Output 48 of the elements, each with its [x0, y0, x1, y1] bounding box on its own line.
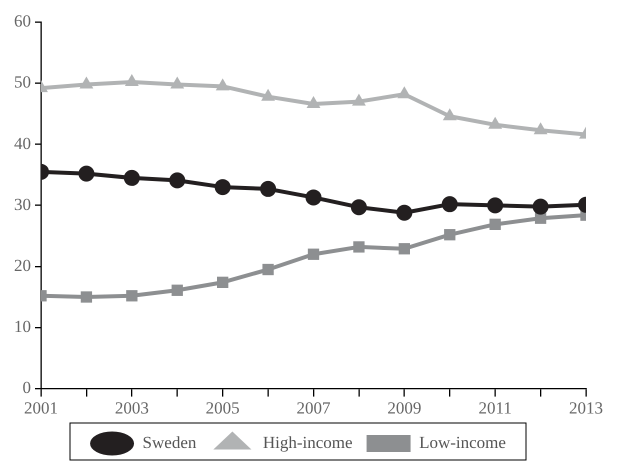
point	[398, 243, 410, 254]
point	[170, 76, 184, 88]
y-tick-label: 50	[14, 72, 31, 92]
point	[80, 291, 92, 303]
point	[350, 199, 367, 216]
x-tick-label: 2009	[387, 398, 422, 418]
point	[308, 248, 320, 260]
point	[172, 284, 183, 296]
point	[306, 189, 322, 206]
point	[262, 264, 274, 276]
point	[261, 88, 276, 101]
y-tick-label: 40	[14, 134, 31, 153]
point	[487, 197, 504, 214]
x-tick-label: 2001	[24, 398, 58, 418]
x-tick-label: 2003	[114, 398, 149, 418]
point	[352, 94, 366, 106]
point	[306, 96, 320, 108]
point	[124, 170, 140, 186]
point	[444, 229, 456, 240]
point	[124, 74, 139, 86]
y-tick-label: 30	[14, 194, 31, 214]
x-tick-label: 2013	[569, 398, 603, 418]
x-tick-label: 2005	[206, 398, 240, 418]
point	[79, 76, 94, 88]
point	[217, 276, 228, 288]
point	[488, 116, 502, 129]
x-tick-label: 2011	[478, 398, 512, 418]
point	[169, 172, 186, 188]
legend-label: Sweden	[142, 432, 197, 452]
point	[442, 108, 457, 120]
y-tick-label: 10	[14, 317, 31, 336]
legend-label: High-income	[262, 432, 353, 452]
legend-label: Low-income	[419, 432, 506, 452]
point	[214, 179, 231, 196]
point	[353, 241, 365, 253]
point	[260, 180, 276, 197]
y-tick-label: 60	[14, 12, 31, 31]
y-tick-label: 20	[14, 256, 31, 275]
point	[532, 198, 549, 215]
point	[442, 196, 458, 212]
point	[490, 218, 501, 230]
point	[126, 290, 138, 302]
point	[78, 166, 94, 182]
y-tick-label: 0	[22, 378, 31, 398]
x-tick-label: 2007	[296, 398, 331, 418]
point	[534, 122, 548, 134]
point	[396, 204, 412, 221]
point	[216, 78, 230, 90]
